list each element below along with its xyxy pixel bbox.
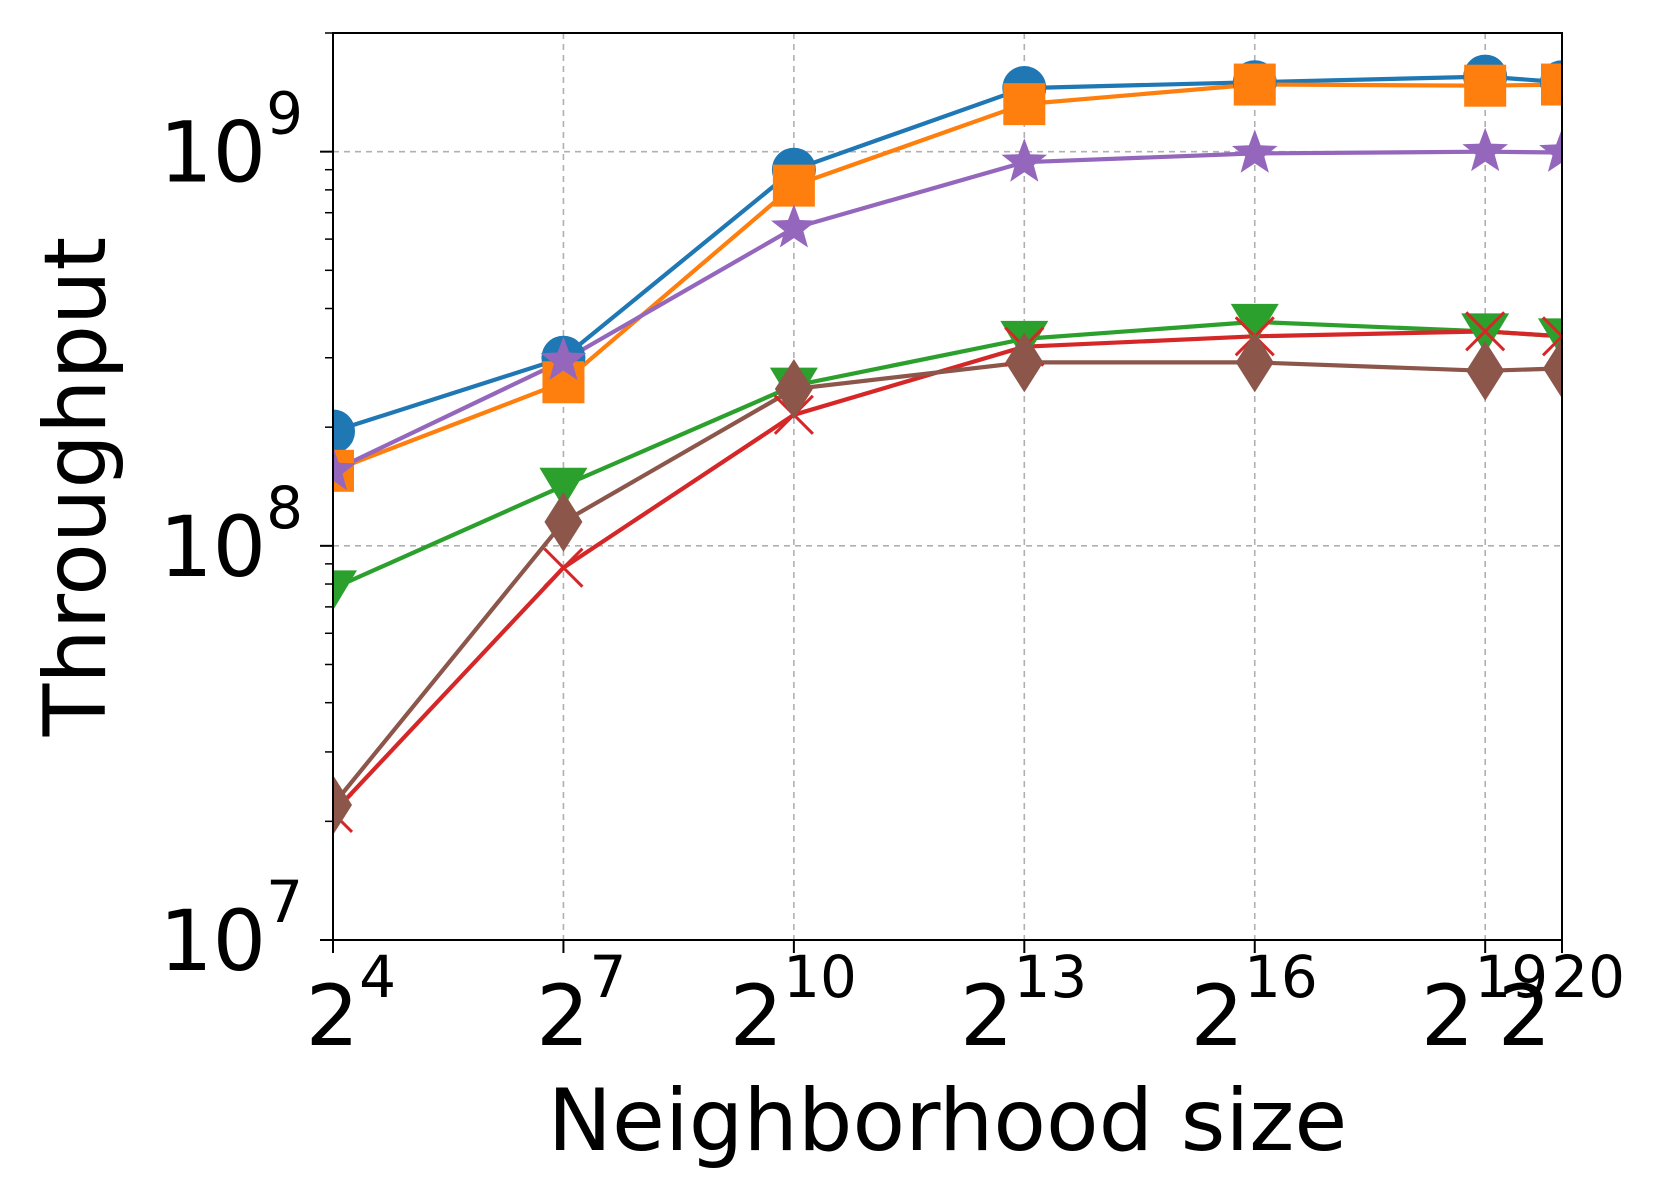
y-axis-label: Throughput — [26, 237, 126, 738]
y-tick-label: 108 — [159, 474, 303, 596]
y-tick-exponent: 8 — [266, 474, 303, 542]
x-tick-base: 2 — [730, 967, 783, 1065]
marker-series-6 — [333, 775, 352, 836]
x-tick-base: 2 — [1421, 967, 1474, 1065]
marker-series-3 — [1230, 303, 1279, 344]
y-tick-base: 10 — [159, 104, 266, 202]
marker-series-6 — [1005, 332, 1044, 393]
x-tick-base: 2 — [306, 967, 359, 1065]
marker-series-5 — [771, 204, 817, 248]
marker-series-2 — [1541, 63, 1562, 106]
x-tick-label: 27 — [536, 943, 626, 1065]
x-axis-label: Neighborhood size — [548, 1071, 1348, 1171]
marker-series-4 — [1541, 316, 1562, 357]
marker-series-2 — [772, 164, 815, 207]
marker-series-6 — [1235, 332, 1274, 393]
y-minor-ticks — [325, 32, 333, 823]
marker-series-2 — [1233, 63, 1276, 106]
x-tick-label: 220 — [1498, 943, 1625, 1065]
x-tick-label: 213 — [960, 943, 1087, 1065]
marker-series-6 — [1466, 340, 1505, 401]
y-tick-base: 10 — [159, 892, 266, 990]
marker-series-5 — [1462, 127, 1508, 172]
x-tick-exponent: 7 — [590, 943, 627, 1011]
marker-series-3 — [333, 570, 357, 611]
axis-major-ticks — [320, 150, 1563, 953]
marker-series-2 — [1464, 64, 1507, 107]
marker-series-4 — [1465, 311, 1506, 352]
plot-frame — [332, 32, 1563, 941]
x-tick-base: 2 — [536, 967, 589, 1065]
marker-series-6 — [544, 491, 583, 552]
x-tick-label: 210 — [730, 943, 857, 1065]
y-tick-exponent: 9 — [266, 80, 303, 148]
marker-series-5 — [1231, 129, 1278, 173]
marker-series-1 — [333, 409, 355, 454]
x-tick-exponent: 10 — [783, 943, 857, 1011]
x-tick-label: 24 — [306, 943, 396, 1065]
marker-series-6 — [1543, 338, 1562, 399]
x-tick-base: 2 — [1498, 967, 1551, 1065]
x-tick-exponent: 13 — [1014, 943, 1088, 1011]
series-markers — [333, 54, 1562, 836]
marker-series-3 — [539, 467, 588, 508]
marker-series-5 — [540, 336, 587, 381]
marker-series-6 — [774, 358, 813, 419]
x-tick-exponent: 20 — [1551, 943, 1625, 1011]
x-tick-base: 2 — [1190, 967, 1243, 1065]
y-tick-label: 107 — [159, 868, 303, 990]
x-tick-exponent: 19 — [1474, 943, 1548, 1011]
x-tick-base: 2 — [960, 967, 1013, 1065]
marker-series-4 — [543, 547, 584, 588]
x-tick-exponent: 4 — [359, 943, 396, 1011]
y-tick-exponent: 7 — [266, 868, 303, 936]
y-tick-base: 10 — [159, 498, 266, 596]
y-tick-label: 109 — [159, 80, 303, 202]
x-tick-label: 216 — [1190, 943, 1317, 1065]
marker-series-2 — [1003, 83, 1046, 126]
marker-series-5 — [333, 446, 356, 491]
x-tick-exponent: 16 — [1244, 943, 1318, 1011]
marker-series-5 — [1001, 138, 1048, 182]
x-tick-label: 219 — [1421, 943, 1548, 1065]
marker-series-5 — [1539, 128, 1562, 172]
